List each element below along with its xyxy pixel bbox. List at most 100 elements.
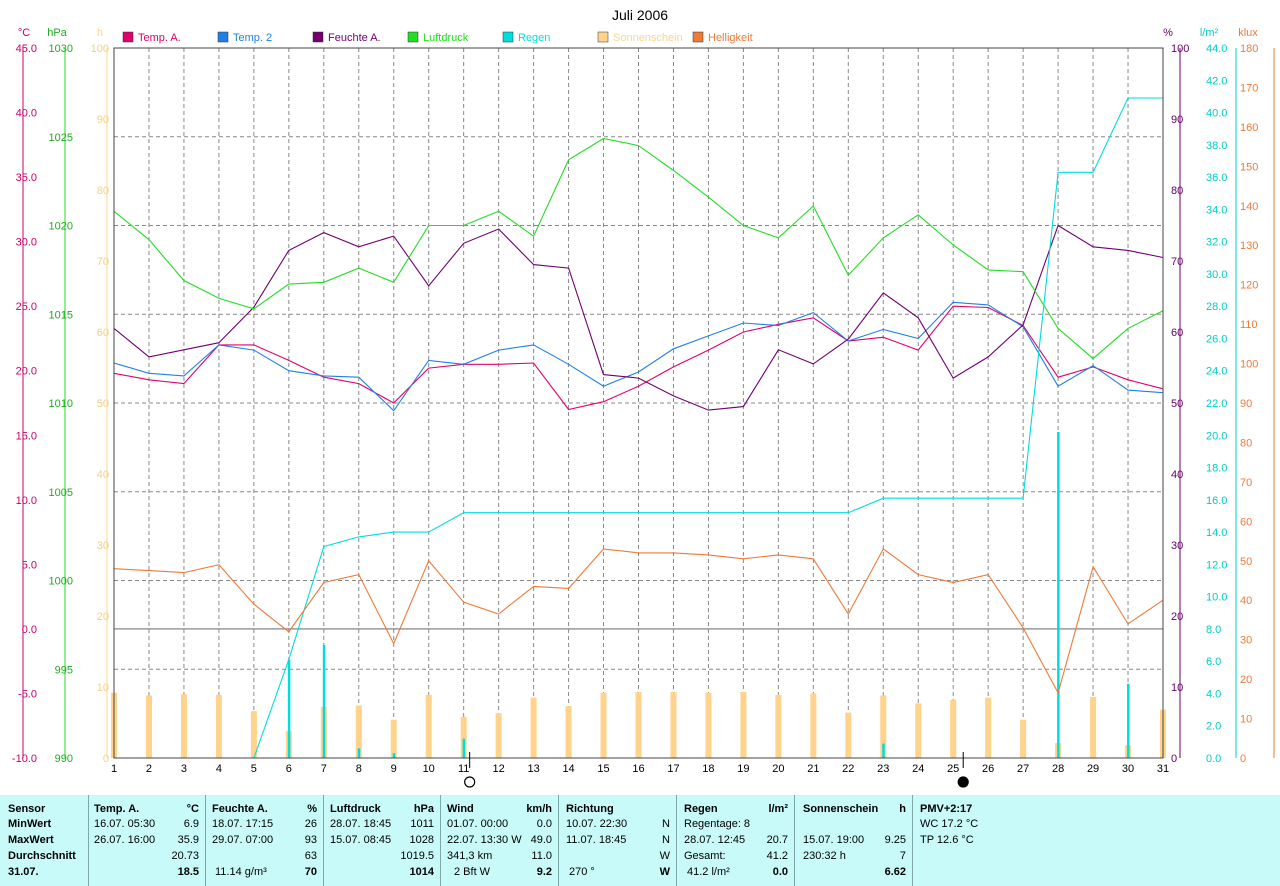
moon-phase-markers: [464, 752, 969, 788]
x-tick-label: 8: [356, 763, 362, 775]
tick-label-pressure: 1030: [49, 43, 73, 55]
sunshine-bar: [705, 692, 712, 758]
stats-pressure-day: 1014: [409, 866, 434, 878]
stats-sensor-header: Sensor: [8, 803, 46, 815]
tick-label-light: 100: [1240, 359, 1258, 371]
tick-label-humidity: 70: [1171, 256, 1183, 268]
sunshine-bar: [180, 694, 187, 758]
stats-rain-days: Regentage: 8: [684, 818, 751, 830]
tick-label-rain: 26.0: [1206, 333, 1227, 345]
tick-label-rain: 32.0: [1206, 237, 1227, 249]
axis-unit-light: klux: [1238, 27, 1258, 39]
tick-label-temp_c: 5.0: [22, 559, 37, 571]
tick-label-humidity: 90: [1171, 114, 1183, 126]
legend-swatch-feuchte-a: [312, 31, 324, 43]
sunshine-bar: [460, 716, 467, 758]
legend: Temp. A. Temp. 2 Feuchte A. Luftdruck Regen S…: [122, 31, 753, 44]
stats-temp-max: 35.9: [177, 834, 199, 846]
x-tick-label: 24: [912, 763, 924, 775]
stats-avg-label: Durchschnitt: [8, 850, 76, 862]
stats-wind-day: 9.2: [536, 866, 552, 878]
x-tick-label: 12: [493, 763, 505, 775]
sunshine-bars: [111, 691, 1166, 758]
tick-label-light: 80: [1240, 437, 1252, 449]
x-tick-label: 19: [737, 763, 749, 775]
stats-temp-header: Temp. A.: [94, 803, 140, 815]
x-tick-label: 1: [111, 763, 117, 775]
stats-max-label: MaxWert: [8, 834, 54, 846]
stats-direction-min: N: [662, 818, 670, 830]
tick-label-humidity: 10: [1171, 682, 1183, 694]
tick-label-light: 110: [1240, 319, 1258, 331]
tick-label-light: 0: [1240, 753, 1246, 765]
stats-direction-deg: 270 °: [569, 866, 595, 878]
tick-label-temp_c: 10.0: [16, 495, 37, 507]
tick-label-rain: 34.0: [1206, 204, 1227, 216]
stats-wind-avg: 11.0: [531, 850, 552, 862]
sunshine-bar: [845, 712, 852, 758]
stats-pressure-column: Luftdruck hPa 28.07. 18:45 1011 15.07. 0…: [324, 795, 441, 886]
tick-label-light: 170: [1240, 82, 1258, 94]
tick-label-pressure: 1025: [49, 132, 73, 144]
tick-label-rain: 14.0: [1206, 527, 1227, 539]
sunshine-bar: [145, 695, 152, 758]
sunshine-bar: [775, 694, 782, 758]
tick-label-rain: 30.0: [1206, 269, 1227, 281]
x-tick-label: 11: [458, 763, 469, 775]
rain-daily-bar: [1127, 683, 1130, 758]
tick-label-sun_h: 80: [97, 185, 109, 197]
stats-sun-day: 6.62: [884, 866, 906, 878]
stats-humidity-day: 70: [304, 866, 317, 878]
x-tick-label: 30: [1122, 763, 1134, 775]
x-tick-label: 16: [632, 763, 644, 775]
sunshine-bar: [635, 691, 642, 758]
tick-label-sun_h: 100: [91, 43, 109, 55]
tick-label-pressure: 990: [55, 753, 73, 765]
tick-label-light: 10: [1240, 714, 1252, 726]
sunshine-bar: [915, 703, 922, 758]
rain-daily-bars: [287, 432, 1130, 758]
stats-rain-day: 0.0: [772, 866, 788, 878]
sunshine-bar: [1020, 719, 1027, 758]
x-tick-label: 9: [391, 763, 397, 775]
tick-label-rain: 2.0: [1206, 721, 1221, 733]
tick-label-humidity: 20: [1171, 611, 1183, 623]
rain-daily-bar: [392, 753, 396, 758]
tick-label-light: 20: [1240, 674, 1252, 686]
sunshine-bar: [985, 697, 992, 758]
stats-humidity-abs: 11.14 g/m³: [215, 866, 267, 878]
x-tick-label: 15: [597, 763, 609, 775]
sunshine-bar: [355, 705, 362, 758]
sunshine-bar: [250, 711, 257, 758]
axis-labels: °C hPa h% l/m² klux: [18, 27, 1258, 39]
stats-humidity-min-date: 18.07. 17:15: [212, 818, 274, 830]
tick-label-light: 30: [1240, 635, 1252, 647]
axis-unit-humidity: %: [1163, 27, 1173, 39]
sunshine-bar: [880, 695, 887, 758]
tick-label-light: 60: [1240, 516, 1252, 528]
stats-wind-min: 0.0: [536, 818, 552, 830]
plot-border: [113, 47, 1164, 759]
stats-direction-header: Richtung: [566, 803, 614, 815]
axis-unit-sun_h: h: [97, 27, 103, 39]
rain-daily-bar: [287, 659, 291, 758]
tick-label-rain: 16.0: [1206, 495, 1227, 507]
x-tick-label: 23: [877, 763, 889, 775]
tick-label-rain: 20.0: [1206, 430, 1227, 442]
stats-direction-min-date: 10.07. 22:30: [566, 818, 628, 830]
tick-label-temp_c: 0.0: [22, 624, 37, 636]
tick-label-pressure: 1000: [49, 576, 73, 588]
series-line-feuchte-a: [113, 224, 1164, 411]
stats-wind-min-date: 01.07. 00:00: [447, 818, 509, 830]
tick-label-rain: 44.0: [1206, 43, 1227, 55]
legend-swatch-regen: [502, 31, 514, 43]
tick-label-light: 160: [1240, 122, 1258, 134]
stats-rain-total-label: Gesamt:: [684, 850, 726, 862]
stats-temp-column: Temp. A. °C 16.07. 05:30 6.9 26.07. 16:0…: [89, 795, 206, 886]
stats-rain-total: 41.2: [766, 850, 788, 862]
tick-label-rain: 24.0: [1206, 366, 1227, 378]
tick-label-rain: 4.0: [1206, 688, 1221, 700]
rain-daily-bar: [462, 738, 466, 758]
tick-label-rain: 36.0: [1206, 172, 1227, 184]
tick-label-sun_h: 90: [97, 114, 109, 126]
